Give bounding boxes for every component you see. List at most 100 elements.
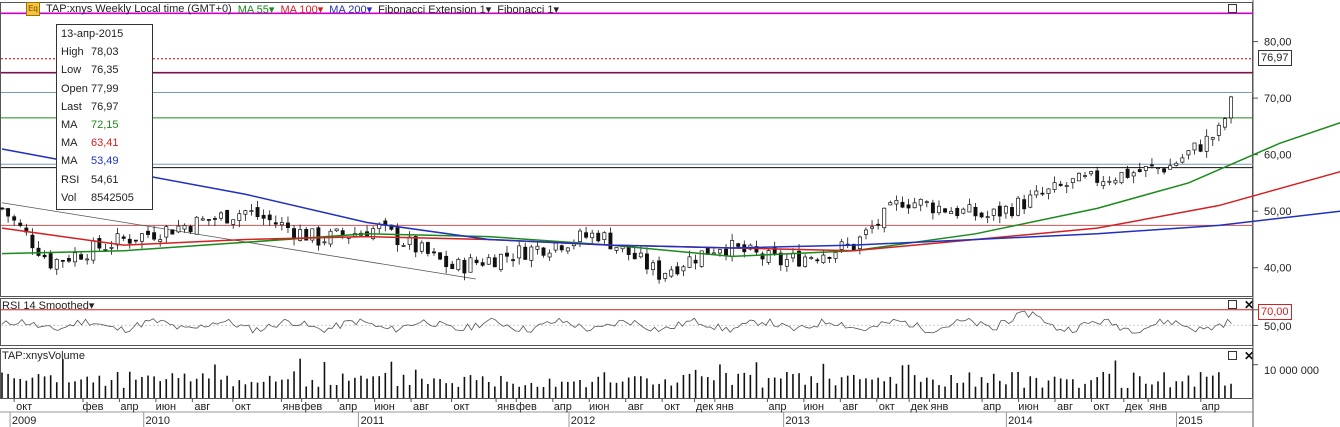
candle-body — [1204, 135, 1209, 152]
candle-body — [1198, 144, 1203, 152]
chart-header: Eq TAP:xnys Weekly Local time (GMT+0) MA … — [0, 2, 565, 16]
candle-body — [924, 201, 929, 204]
header-item-2[interactable]: MA 100▾ — [280, 3, 324, 16]
header-item-4[interactable]: Fibonacci Extension 1▾ — [378, 3, 492, 16]
month-label: июн — [374, 401, 394, 413]
candle-body — [340, 230, 345, 236]
header-item-5[interactable]: Fibonacci 1▾ — [497, 3, 560, 16]
month-label: янв — [1149, 401, 1167, 413]
candle-body — [602, 232, 607, 240]
month-label: авг — [842, 401, 858, 413]
candle-body — [334, 228, 339, 232]
candle-body — [425, 242, 430, 254]
candle-body — [857, 236, 862, 249]
tooltip-value: 78,03 — [91, 46, 119, 59]
candle-body — [511, 259, 516, 261]
candle-body — [60, 260, 65, 262]
candle-body — [1156, 167, 1160, 170]
rsi-panel-close-icon[interactable]: ✕ — [1244, 298, 1255, 312]
candle-body — [724, 248, 728, 256]
candle-body — [267, 214, 272, 221]
candle-body — [97, 238, 102, 249]
volume-panel-maximize-icon[interactable] — [1228, 351, 1237, 360]
candle-body — [754, 246, 759, 253]
candle-body — [803, 256, 808, 267]
candle-body — [401, 245, 406, 247]
candle-body — [821, 254, 826, 263]
candle-body — [79, 254, 84, 260]
candle-body — [1143, 166, 1148, 171]
candle-body — [876, 223, 881, 226]
candle-body — [1210, 137, 1215, 140]
year-label: 2009 — [12, 415, 36, 427]
candle-body — [1131, 172, 1136, 177]
candle-body — [1113, 179, 1118, 184]
volume-panel-close-icon[interactable]: ✕ — [1244, 349, 1255, 363]
candle-body — [1180, 157, 1185, 163]
candle-body — [1222, 118, 1227, 128]
candle-body — [644, 253, 649, 270]
header-item-1[interactable]: MA 55▾ — [237, 3, 275, 16]
candle-body — [121, 236, 126, 239]
rsi-upper-label: 70,00 — [1258, 304, 1292, 320]
candle-body — [1034, 190, 1039, 196]
candle-body — [523, 246, 528, 260]
candle-body — [870, 226, 875, 229]
candle-body — [949, 211, 954, 215]
month-label: дек — [1125, 401, 1143, 413]
year-label: 2015 — [1178, 415, 1202, 427]
candle-body — [231, 219, 236, 225]
main-panel-maximize-icon[interactable] — [1228, 4, 1237, 13]
candle-body — [1216, 124, 1221, 136]
candle-body — [456, 258, 461, 271]
month-label: янв — [283, 401, 301, 413]
candle-body — [614, 247, 619, 251]
candle-body — [766, 250, 771, 263]
candle-body — [66, 258, 71, 262]
candle-body — [547, 252, 552, 258]
candle-body — [638, 252, 643, 258]
tooltip-value: 77,99 — [91, 82, 119, 95]
candle-body — [833, 252, 838, 259]
header-item-3[interactable]: MA 200▾ — [329, 3, 373, 16]
tooltip-key: MA — [61, 137, 78, 150]
last-price-label: 76,97 — [1258, 50, 1292, 66]
moving-average-line — [1, 122, 1340, 258]
candle-body — [85, 258, 90, 261]
tooltip-key: MA — [61, 155, 78, 168]
month-label: июн — [589, 401, 609, 413]
tooltip-row: High 78,03 — [57, 43, 152, 61]
equity-symbol-icon[interactable]: Eq — [26, 2, 40, 16]
year-label: 2014 — [1008, 415, 1032, 427]
tooltip-value: 63,41 — [91, 137, 119, 150]
candle-body — [1168, 165, 1173, 170]
candle-body — [279, 222, 284, 226]
candle-body — [36, 247, 41, 256]
price-axis-label: 40,00 — [1264, 263, 1292, 275]
candle-body — [1070, 178, 1075, 183]
rsi-panel-title[interactable]: RSI 14 Smoothed▾ — [2, 300, 95, 312]
candle-body — [298, 229, 303, 241]
candle-body — [553, 242, 558, 251]
candle-body — [450, 263, 455, 269]
candle-body — [699, 250, 704, 267]
candle-body — [188, 226, 193, 233]
header-item-0[interactable]: TAP:xnys Weekly Local time (GMT+0) — [46, 3, 232, 15]
candle-body — [158, 239, 163, 242]
tooltip-row: MA 63,41 — [57, 134, 152, 152]
candle-body — [182, 225, 187, 230]
ohlc-tooltip: 13-апр-2015 High 78,03 Low 76,35 Open 77,99 La… — [56, 24, 153, 210]
month-label: окт — [879, 401, 895, 413]
candle-body — [687, 256, 692, 268]
tooltip-value: 54,61 — [91, 173, 119, 186]
month-label: окт — [664, 401, 680, 413]
candle-body — [255, 207, 260, 218]
candle-body — [468, 257, 473, 273]
month-label: фев — [301, 401, 322, 413]
candle-body — [1003, 206, 1008, 214]
month-label: июн — [1018, 401, 1038, 413]
candle-body — [438, 252, 443, 260]
candle-body — [1040, 192, 1045, 195]
candle-body — [997, 205, 1002, 217]
rsi-panel-maximize-icon[interactable] — [1228, 300, 1237, 309]
